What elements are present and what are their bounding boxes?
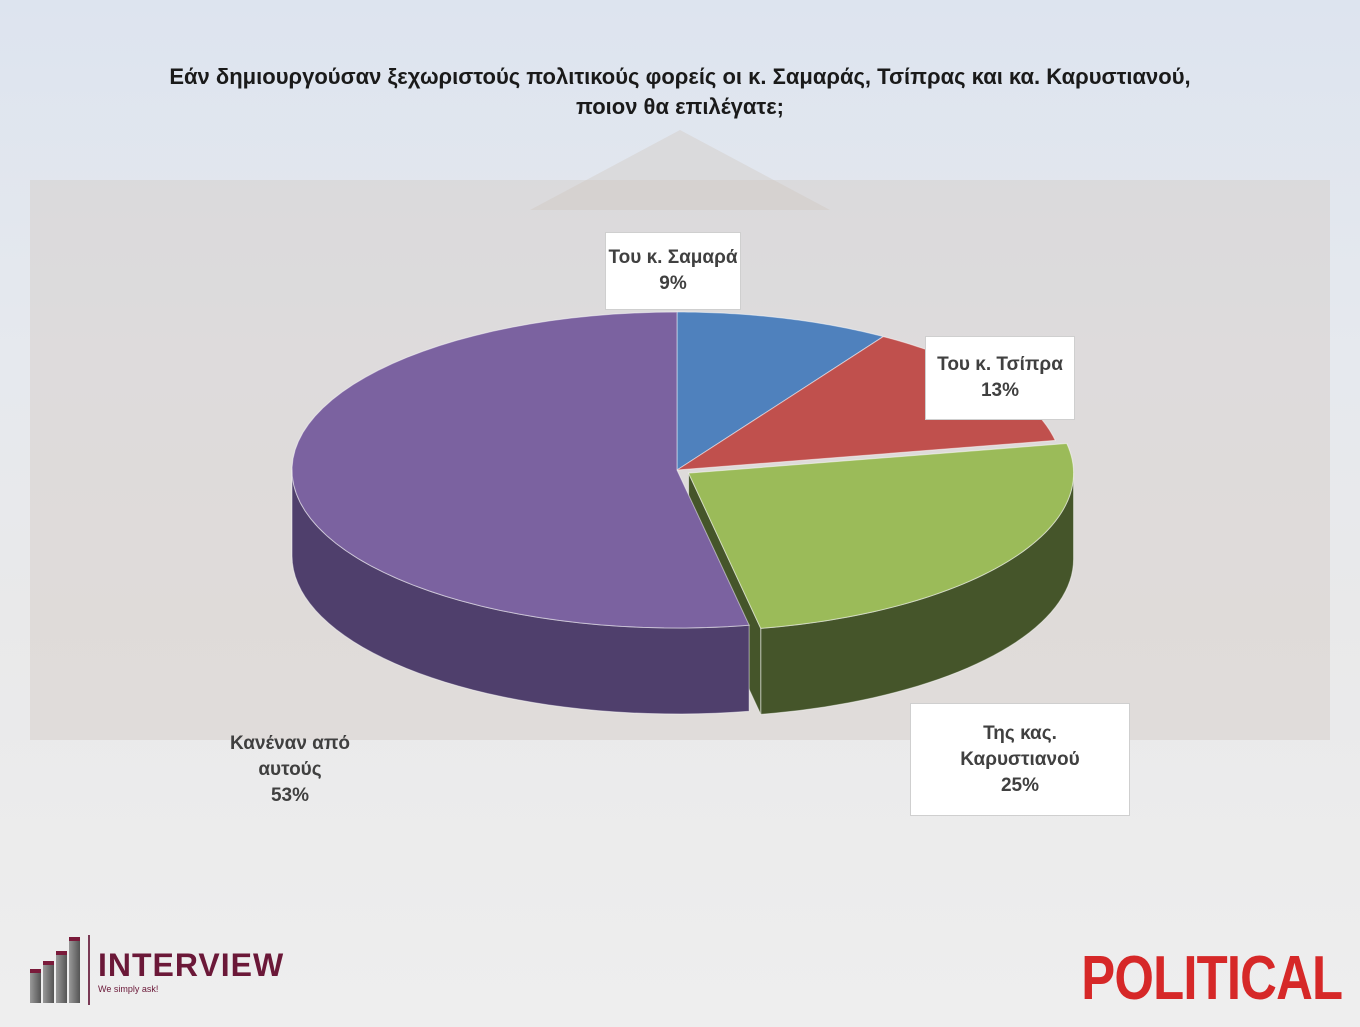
slice-value-text: 13%	[980, 380, 1020, 401]
slice-label-text: Του κ. Τσίπρα	[937, 354, 1063, 375]
pie-slice	[291, 311, 750, 629]
slice-value-text: 25%	[1000, 774, 1040, 796]
slice-value-text: 53%	[270, 785, 310, 806]
slice-value-text: 9%	[659, 273, 687, 294]
slice-label-text: αυτούς	[258, 759, 322, 780]
slice-label-samaras: Του κ. Σαμαρά 9%	[605, 232, 741, 310]
slice-label-text: Καρυστιανού	[960, 748, 1080, 770]
logo-divider	[88, 935, 90, 1005]
interview-name: INTERVIEW	[98, 946, 285, 983]
slice-label-none: Κανέναν από αυτούς 53%	[210, 725, 370, 815]
slice-label-text: Του κ. Σαμαρά	[608, 247, 738, 268]
slice-label-karystianou: Της κας. Καρυστιανού 25%	[910, 703, 1130, 816]
interview-tagline: We simply ask!	[98, 983, 159, 994]
slice-label-text: Της κας.	[983, 722, 1057, 744]
slice-label-tsipras: Του κ. Τσίπρα 13%	[925, 336, 1075, 420]
chart-title: Εάν δημιουργούσαν ξεχωριστούς πολιτικούς…	[169, 64, 1191, 119]
bars-icon	[30, 937, 80, 1003]
interview-logo: INTERVIEW We simply ask!	[30, 935, 284, 1005]
slice-label-text: Κανέναν από	[229, 733, 351, 754]
political-logo: POLITICAL	[1081, 944, 1343, 1013]
pie-slice	[687, 443, 1075, 629]
pie-slice	[676, 311, 885, 471]
